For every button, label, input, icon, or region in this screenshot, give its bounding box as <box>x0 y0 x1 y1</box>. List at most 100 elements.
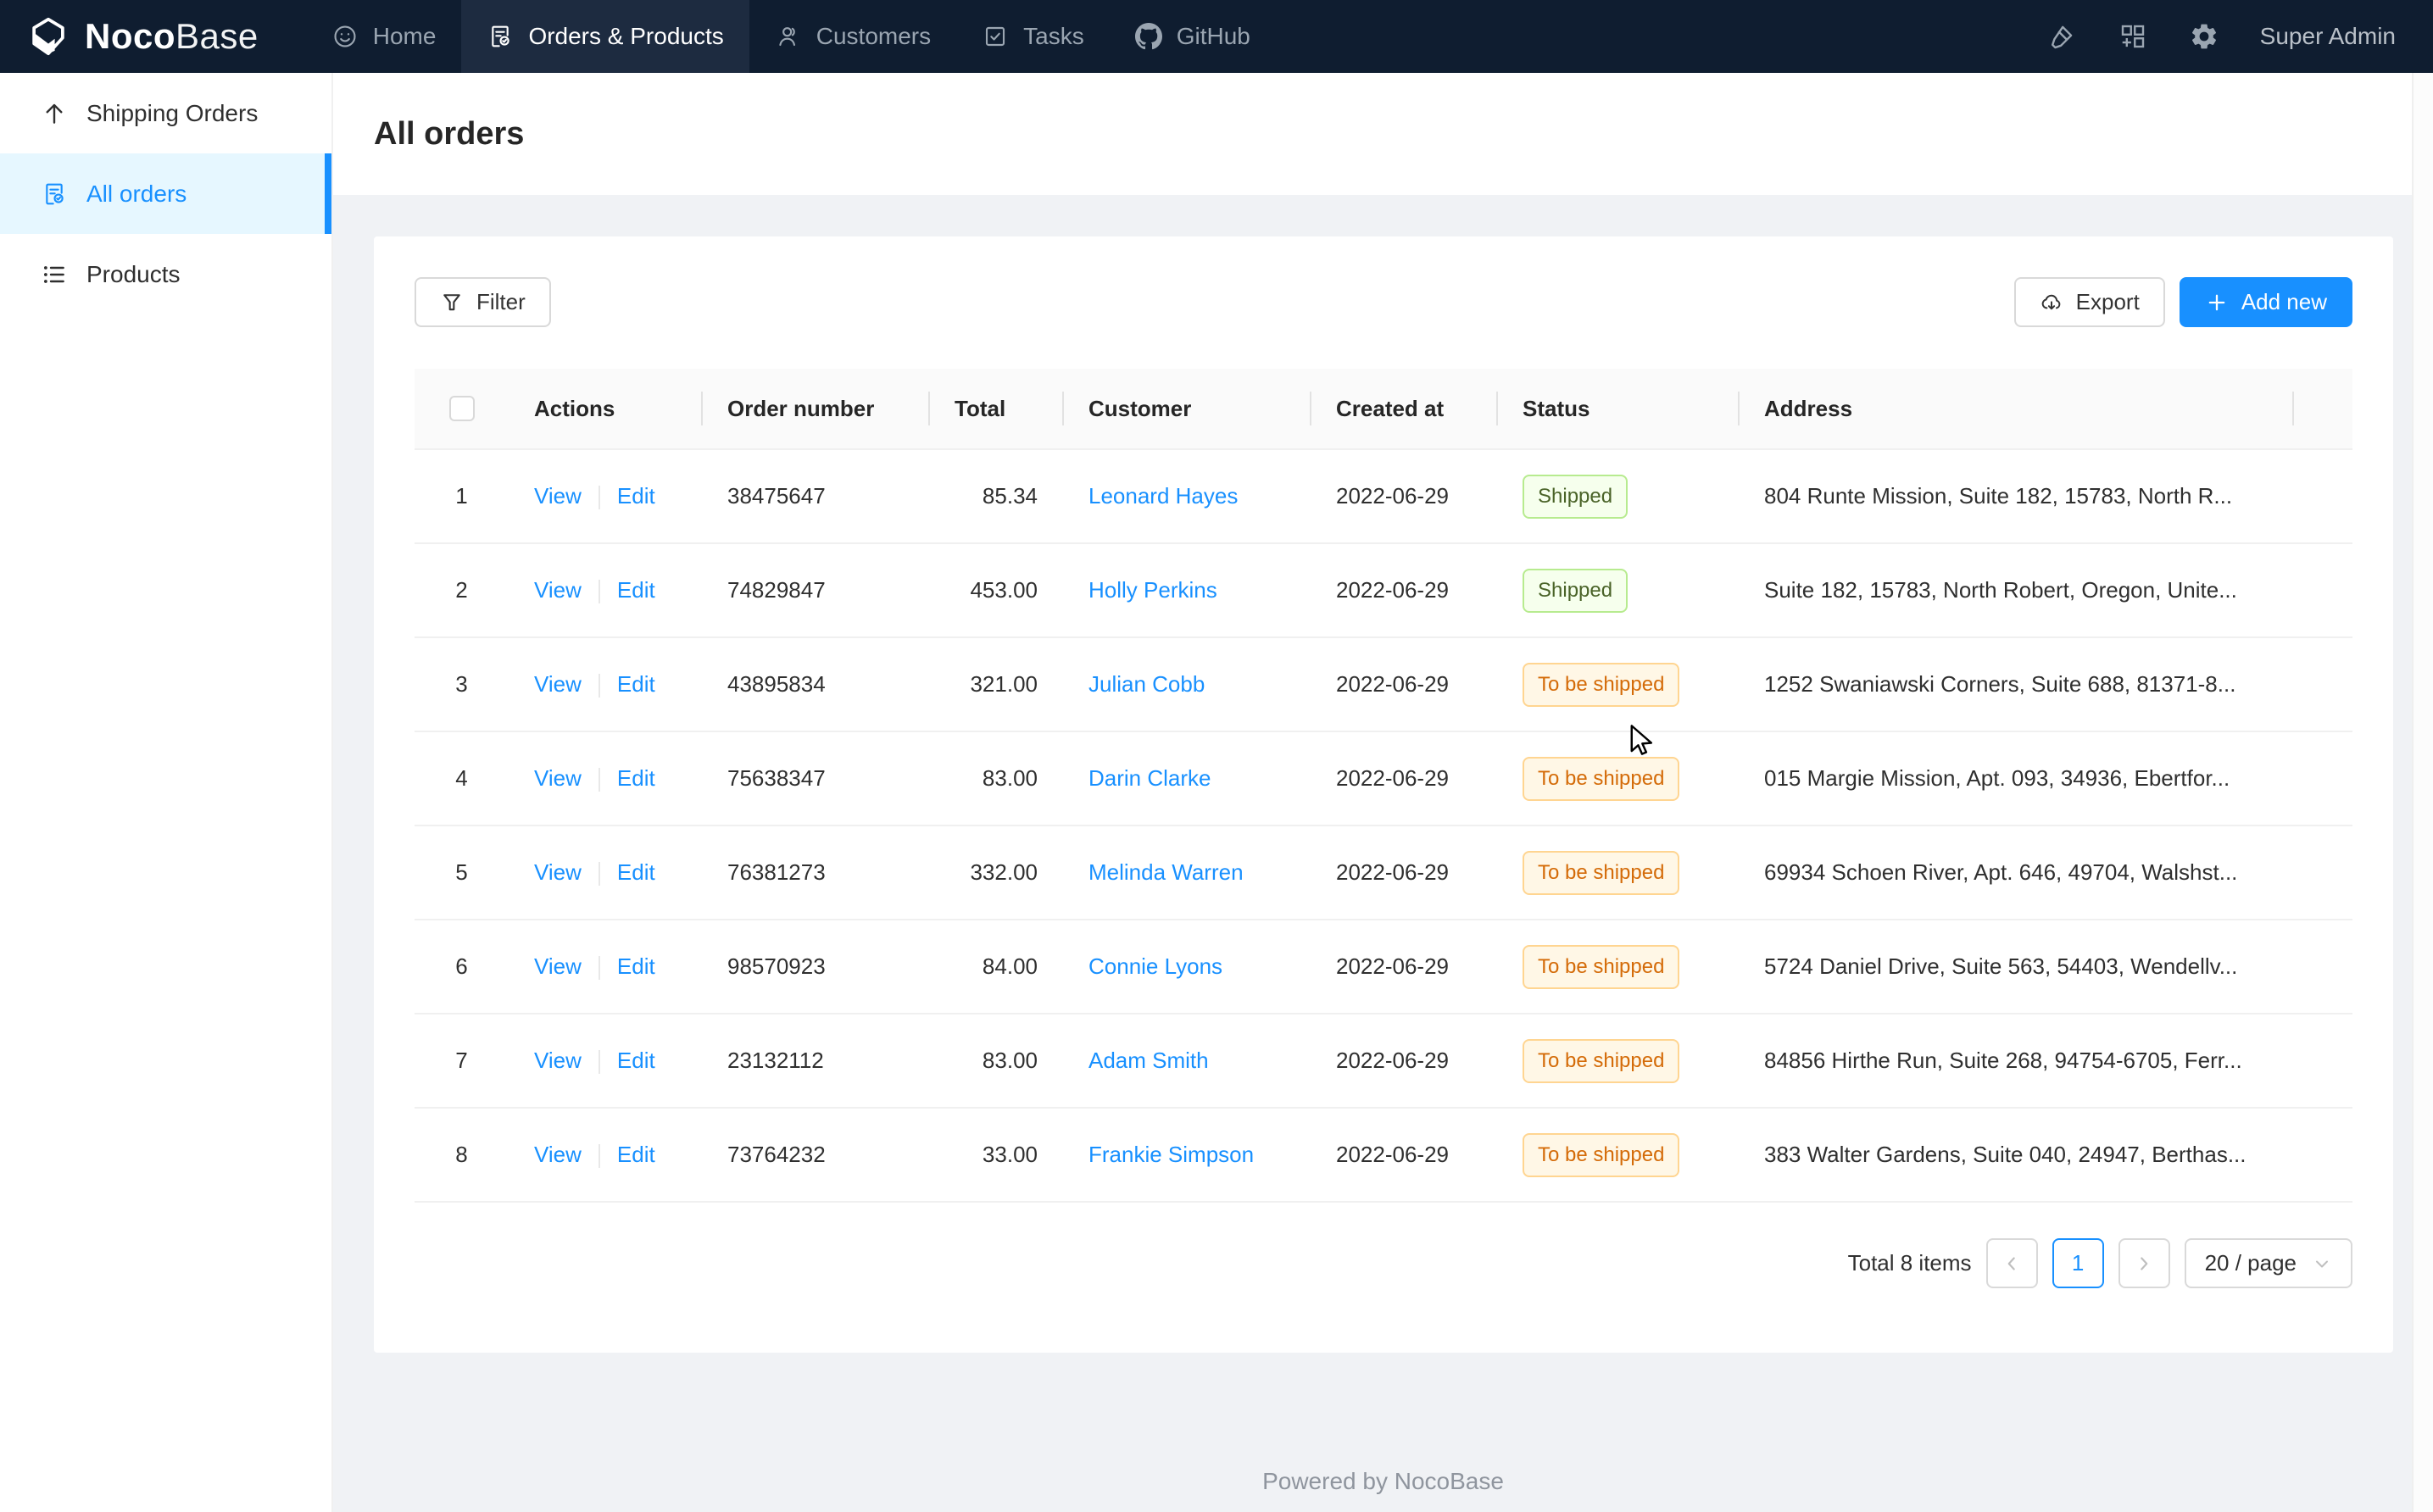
row-index: 4 <box>415 731 509 826</box>
column-header-filler <box>2293 369 2352 450</box>
action-divider <box>598 956 600 981</box>
nav-tab-customers[interactable]: Customers <box>749 0 956 73</box>
action-divider <box>598 862 600 887</box>
chevron-right-icon <box>2133 1253 2155 1275</box>
status-cell: To be shipped <box>1497 1014 1739 1109</box>
list-icon <box>41 261 68 288</box>
filler-cell <box>2293 449 2352 544</box>
filler-cell <box>2293 825 2352 920</box>
status-cell: To be shipped <box>1497 920 1739 1014</box>
column-header-created-at: Created at <box>1311 369 1497 450</box>
gear-icon[interactable] <box>2189 21 2219 52</box>
edit-link[interactable]: Edit <box>616 859 655 885</box>
select-all-header <box>415 369 509 450</box>
action-divider <box>598 486 600 510</box>
view-link[interactable]: View <box>534 1047 582 1073</box>
total-cell: 84.00 <box>929 920 1063 1014</box>
sidebar-item-all-orders[interactable]: All orders <box>0 153 331 234</box>
nav-tab-tasks[interactable]: Tasks <box>956 0 1110 73</box>
status-badge: To be shipped <box>1523 1132 1680 1177</box>
order-doc-icon <box>487 23 514 50</box>
customer-link[interactable]: Leonard Hayes <box>1088 483 1239 509</box>
smiley-icon <box>331 23 359 50</box>
cloud-download-icon <box>2040 291 2063 314</box>
table-row: 2 View Edit 74829847 453.00 Holly Perkins… <box>415 543 2352 638</box>
prev-page-button[interactable] <box>1985 1238 2038 1288</box>
action-divider <box>598 674 600 698</box>
page-size-select[interactable]: 20 / page <box>2184 1238 2352 1288</box>
row-actions: View Edit <box>509 731 702 826</box>
status-badge: Shipped <box>1523 474 1628 519</box>
customer-link[interactable]: Holly Perkins <box>1088 577 1217 603</box>
customer-link[interactable]: Adam Smith <box>1088 1048 1209 1073</box>
highlighter-icon[interactable] <box>2046 21 2077 52</box>
next-page-button[interactable] <box>2118 1238 2170 1288</box>
chevron-down-icon <box>2312 1254 2332 1274</box>
view-link[interactable]: View <box>534 953 582 979</box>
status-badge: To be shipped <box>1523 1038 1680 1083</box>
status-cell: Shipped <box>1497 449 1739 544</box>
view-link[interactable]: View <box>534 482 582 509</box>
view-link[interactable]: View <box>534 576 582 603</box>
created-at-cell: 2022-06-29 <box>1311 1014 1497 1109</box>
customer-link[interactable]: Melinda Warren <box>1088 859 1244 885</box>
nav-tab-home[interactable]: Home <box>306 0 462 73</box>
table-header-row: Actions Order number Total Customer Crea… <box>415 369 2352 450</box>
order-number-cell: 43895834 <box>702 637 929 732</box>
person-icon <box>775 23 802 50</box>
nav-tab-label: Tasks <box>1023 23 1084 49</box>
export-button[interactable]: Export <box>2013 277 2165 327</box>
add-new-button[interactable]: Add new <box>2179 277 2352 327</box>
view-link[interactable]: View <box>534 764 582 791</box>
customer-link[interactable]: Darin Clarke <box>1088 765 1211 791</box>
nav-tab-orders-products[interactable]: Orders & Products <box>461 0 749 73</box>
customer-link[interactable]: Connie Lyons <box>1088 953 1223 979</box>
sidebar-item-products[interactable]: Products <box>0 234 331 314</box>
orders-card: Filter Export Add new Actions Order numb… <box>374 236 2393 1353</box>
page-1-button[interactable]: 1 <box>2052 1238 2104 1288</box>
chevron-left-icon <box>2001 1253 2023 1275</box>
filter-button[interactable]: Filter <box>415 277 551 327</box>
user-menu[interactable]: Super Admin <box>2259 23 2396 49</box>
sidebar-item-shipping-orders[interactable]: Shipping Orders <box>0 73 331 153</box>
address-cell: Suite 182, 15783, North Robert, Oregon, … <box>1739 543 2293 638</box>
customer-cell: Julian Cobb <box>1063 637 1311 732</box>
created-at-cell: 2022-06-29 <box>1311 1108 1497 1203</box>
action-divider <box>598 768 600 792</box>
nav-tab-label: GitHub <box>1176 23 1250 49</box>
row-index: 7 <box>415 1014 509 1109</box>
total-cell: 332.00 <box>929 825 1063 920</box>
customer-link[interactable]: Julian Cobb <box>1088 671 1205 697</box>
order-number-cell: 23132112 <box>702 1014 929 1109</box>
order-number-cell: 98570923 <box>702 920 929 1014</box>
status-cell: To be shipped <box>1497 1108 1739 1203</box>
row-index: 3 <box>415 637 509 732</box>
nav-tab-github[interactable]: GitHub <box>1110 0 1276 73</box>
edit-link[interactable]: Edit <box>616 670 655 697</box>
edit-link[interactable]: Edit <box>616 482 655 509</box>
plugin-blocks-icon[interactable] <box>2118 21 2148 52</box>
edit-link[interactable]: Edit <box>616 1141 655 1167</box>
order-number-cell: 74829847 <box>702 543 929 638</box>
edit-link[interactable]: Edit <box>616 1047 655 1073</box>
sidebar-item-label: Products <box>86 260 181 287</box>
view-link[interactable]: View <box>534 1141 582 1167</box>
select-all-checkbox[interactable] <box>448 396 475 421</box>
row-actions: View Edit <box>509 637 702 732</box>
filler-cell <box>2293 731 2352 826</box>
created-at-cell: 2022-06-29 <box>1311 731 1497 826</box>
order-number-cell: 75638347 <box>702 731 929 826</box>
status-badge: To be shipped <box>1523 850 1680 895</box>
total-cell: 83.00 <box>929 1014 1063 1109</box>
view-link[interactable]: View <box>534 859 582 885</box>
view-link[interactable]: View <box>534 670 582 697</box>
edit-link[interactable]: Edit <box>616 764 655 791</box>
filler-cell <box>2293 1108 2352 1203</box>
status-cell: To be shipped <box>1497 731 1739 826</box>
nav-tab-label: Orders & Products <box>528 23 724 49</box>
table-row: 3 View Edit 43895834 321.00 Julian Cobb 2… <box>415 637 2352 732</box>
customer-link[interactable]: Frankie Simpson <box>1088 1142 1255 1167</box>
edit-link[interactable]: Edit <box>616 576 655 603</box>
edit-link[interactable]: Edit <box>616 953 655 979</box>
vertical-scrollbar[interactable] <box>2412 73 2433 1512</box>
